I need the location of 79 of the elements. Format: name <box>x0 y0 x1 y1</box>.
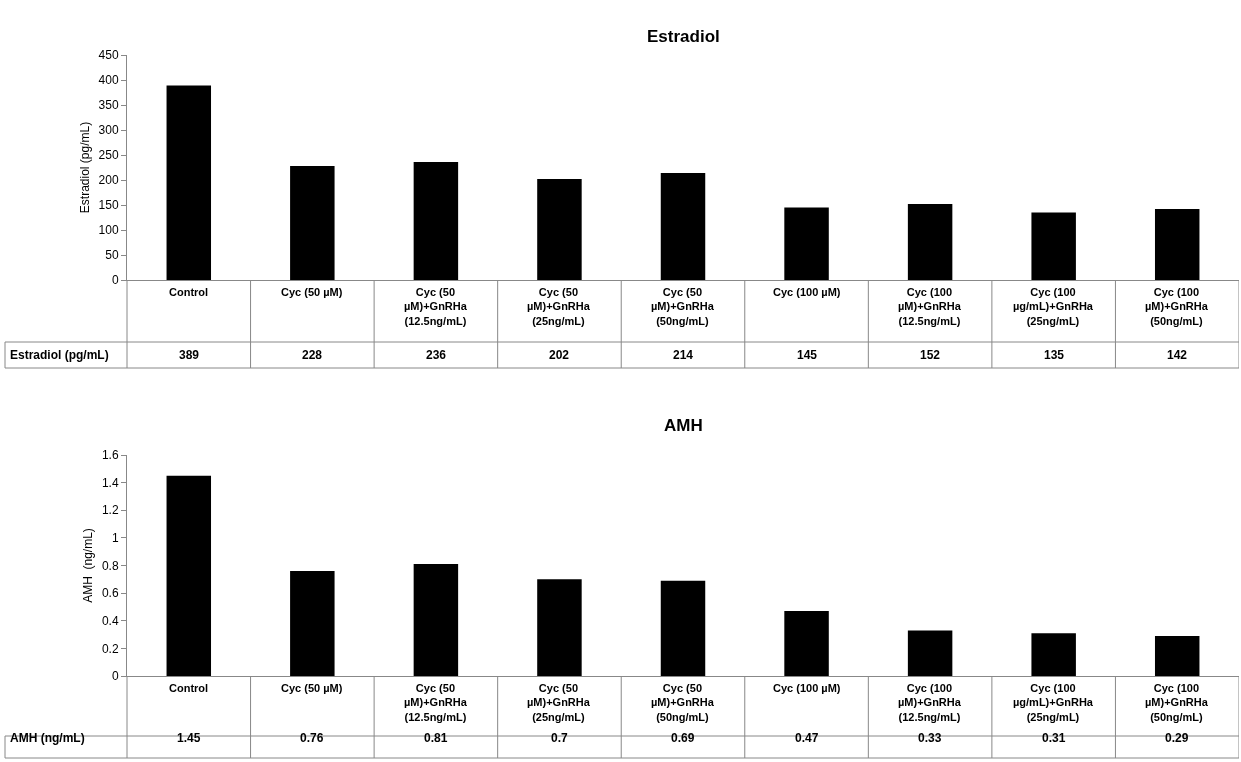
y-tick-label: 300 <box>98 123 119 138</box>
y-tick-label: 100 <box>98 223 119 238</box>
x-tick-label: Cyc (50 µM)+GnRHa (50ng/mL) <box>651 286 715 327</box>
y-tick-label: 0.6 <box>101 586 119 601</box>
bar <box>1031 212 1076 280</box>
data-label: 236 <box>426 348 447 362</box>
x-tick-label: Cyc (50 µM)+GnRHa (25ng/mL) <box>527 286 591 327</box>
bar <box>784 611 829 676</box>
data-label: 389 <box>179 348 200 362</box>
x-tick-label: Cyc (50 µM)+GnRHa (12.5ng/mL) <box>404 286 468 327</box>
y-tick-label: 450 <box>98 48 119 63</box>
bar <box>660 580 706 676</box>
y-tick-label: 0 <box>111 273 119 288</box>
bar <box>166 475 212 676</box>
y-tick-label: 1.2 <box>101 503 119 518</box>
x-tick-label: Cyc (50 µM)+GnRHa (12.5ng/mL) <box>404 682 468 723</box>
bar <box>907 204 953 280</box>
x-tick-label: Cyc (100 µg/mL)+GnRHa (25ng/mL) <box>1013 682 1094 723</box>
y-tick-label: 0.8 <box>101 558 119 573</box>
bar <box>1154 209 1200 280</box>
x-tick-label: Cyc (100 µM) <box>773 286 841 298</box>
y-tick-label: 0.4 <box>101 613 119 628</box>
y-tick-label: 1.6 <box>101 448 119 463</box>
data-label: 135 <box>1044 348 1065 362</box>
data-label: 0.81 <box>424 731 448 745</box>
x-tick-label: Cyc (100 µM)+GnRHa (50ng/mL) <box>1145 286 1209 327</box>
text: Estradiol (pg/mL) <box>77 121 92 214</box>
y-tick-label: 0.2 <box>101 641 119 656</box>
bar <box>660 173 706 280</box>
x-tick-label: Cyc (50 µM) <box>281 286 343 298</box>
bar <box>537 579 582 676</box>
y-tick-label: 350 <box>98 98 119 113</box>
chart-title: Estradiol <box>647 27 720 46</box>
y-axis-title: AMH (ng/mL) <box>10 731 85 745</box>
y-tick-label: 1 <box>111 531 119 546</box>
data-label: 0.29 <box>1165 731 1189 745</box>
data-label: 0.33 <box>918 731 942 745</box>
y-tick-label: 200 <box>98 173 119 188</box>
bar <box>166 85 212 280</box>
bar <box>1154 635 1200 676</box>
data-label: 202 <box>549 348 570 362</box>
x-tick-label: Cyc (100 µM)+GnRHa (12.5ng/mL) <box>898 682 962 723</box>
bar <box>413 564 459 676</box>
data-label: 214 <box>673 348 694 362</box>
y-tick-label: 250 <box>98 148 119 163</box>
bar <box>537 179 582 280</box>
data-label: 142 <box>1167 348 1188 362</box>
y-tick-label: 150 <box>98 198 119 213</box>
y-axis-title: Estradiol (pg/mL) <box>10 348 109 362</box>
x-tick-label: Cyc (100 µM)+GnRHa (12.5ng/mL) <box>898 286 962 327</box>
bar <box>1031 633 1076 676</box>
x-tick-label: Control <box>169 286 209 298</box>
bar <box>290 571 335 676</box>
data-label: 152 <box>920 348 941 362</box>
y-tick-label: 1.4 <box>101 475 119 490</box>
bar <box>907 630 953 676</box>
x-tick-label: Control <box>169 682 209 694</box>
text: AMH (ng/mL) <box>81 528 96 603</box>
y-tick-label: 0 <box>111 669 119 684</box>
data-label: 0.47 <box>795 731 819 745</box>
x-tick-label: Cyc (100 µM)+GnRHa (50ng/mL) <box>1145 682 1209 723</box>
x-tick-label: Cyc (100 µM) <box>773 682 841 694</box>
data-label: 145 <box>797 348 818 362</box>
data-label: 228 <box>302 348 323 362</box>
x-tick-label: Cyc (50 µM) <box>281 682 343 694</box>
bar <box>413 162 459 280</box>
data-label: 0.69 <box>671 731 695 745</box>
chart-title: AMH <box>664 416 703 435</box>
y-tick-label: 400 <box>98 73 119 88</box>
x-tick-label: Cyc (50 µM)+GnRHa (50ng/mL) <box>651 682 715 723</box>
data-label: 1.45 <box>177 731 201 745</box>
x-tick-label: Cyc (50 µM)+GnRHa (25ng/mL) <box>527 682 591 723</box>
bar <box>784 207 829 280</box>
y-tick-label: 50 <box>105 248 119 263</box>
x-tick-label: Cyc (100 µg/mL)+GnRHa (25ng/mL) <box>1013 286 1094 327</box>
data-label: 0.31 <box>1042 731 1066 745</box>
data-label: 0.76 <box>300 731 324 745</box>
bar <box>290 166 335 280</box>
data-label: 0.7 <box>551 731 569 745</box>
